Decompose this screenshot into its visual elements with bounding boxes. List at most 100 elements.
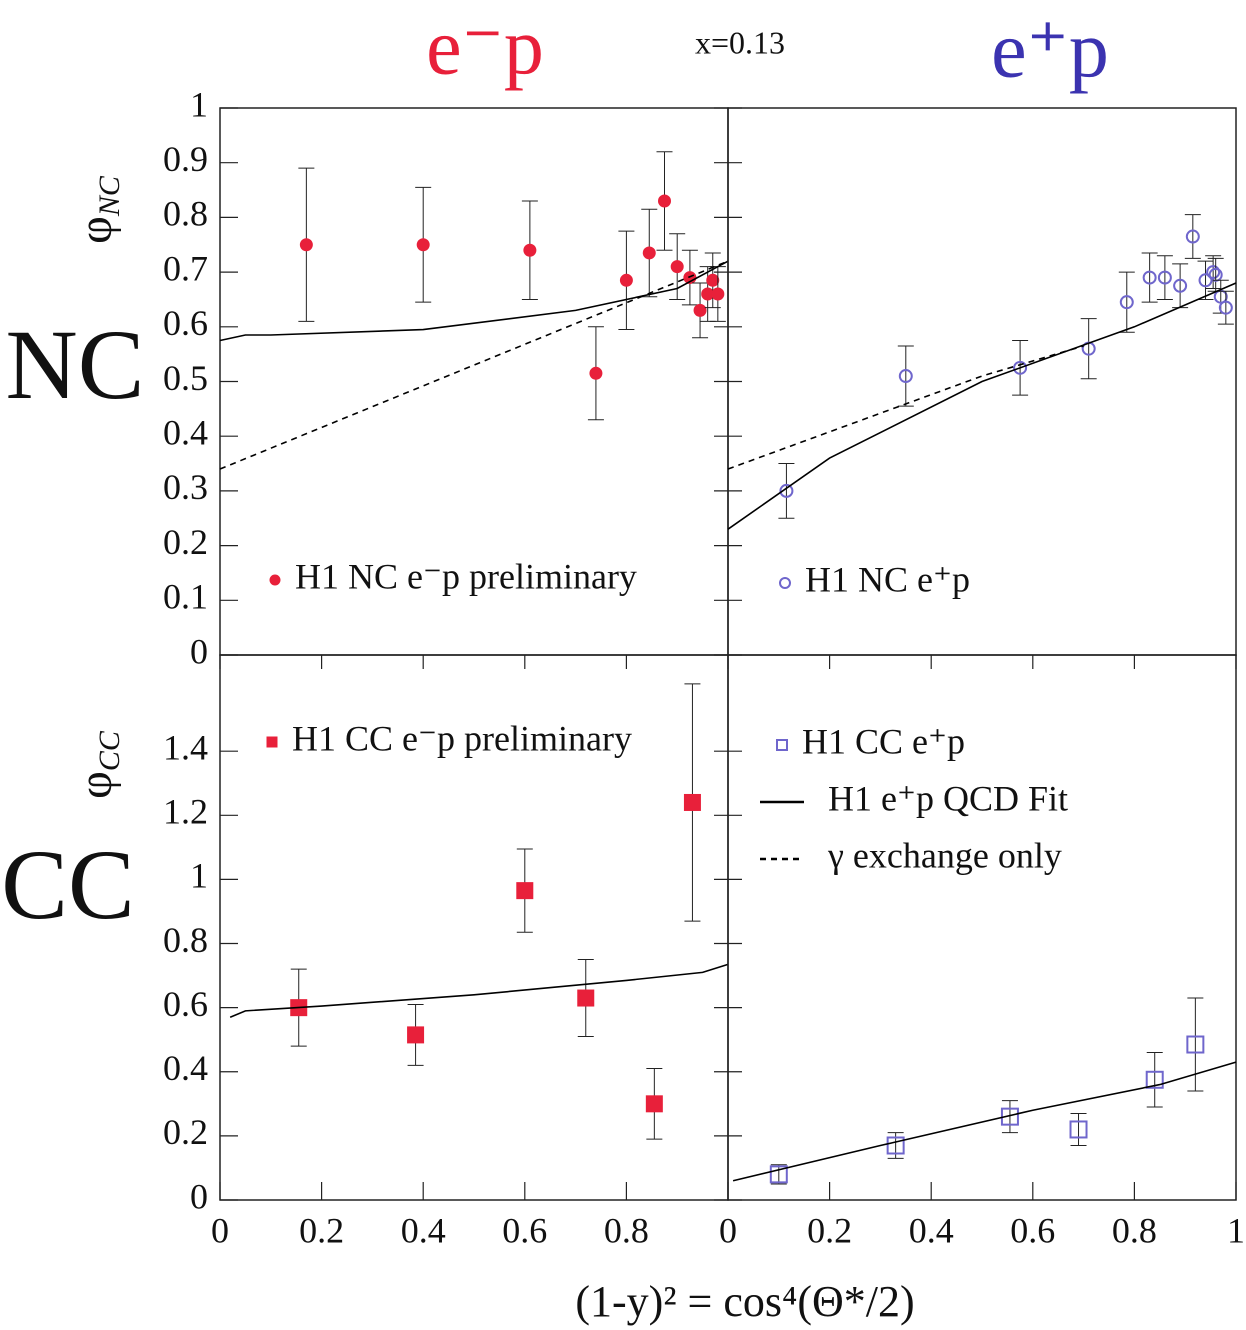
data-point [1119,295,1134,310]
x-tick-label: 0.8 [1112,1210,1157,1250]
legend-marker [779,577,791,589]
curve [727,345,1084,470]
data-point [1069,1120,1088,1139]
data-point [1208,267,1223,282]
y-tick-label: 0.3 [163,467,208,507]
y-tick-label: 0.6 [163,984,208,1024]
y-tick-label: 0.2 [163,522,208,562]
data-point [642,246,656,260]
data-point [407,1026,425,1044]
legend-label: H1 CC e⁻p preliminary [292,718,632,758]
y-axis-label: φCC [69,730,126,799]
error-bar [1197,260,1214,300]
y-tick-label: 0.7 [163,248,208,288]
data-point [619,273,633,287]
legend-label: H1 e⁺p QCD Fit [828,778,1068,818]
data-point [416,238,430,252]
curve [727,282,1237,530]
y-axis-label: φNC [69,175,126,244]
y-tick-label: 1 [190,84,208,124]
y-tick-label: 0.9 [163,139,208,179]
legend-marker [269,574,281,586]
data-point [523,243,537,257]
data-point [1213,289,1228,304]
data-point [1186,1035,1205,1054]
y-label-symbol: φ [69,216,122,244]
data-point [299,238,313,252]
x-tick-label: 0.8 [604,1210,649,1250]
column-title: e⁻p [426,3,544,91]
y-tick-label: 0.8 [163,194,208,234]
y-tick-label: 1.4 [163,727,208,767]
data-point [711,287,725,301]
y-label-symbol: φ [69,771,122,799]
data-point [645,1095,663,1113]
data-point [779,483,794,498]
y-tick-label: 1 [190,856,208,896]
y-label-subscript: NC [93,175,126,217]
legend-marker [776,739,788,751]
data-point [1157,270,1172,285]
data-point [898,369,913,384]
data-point [706,273,720,287]
data-point [1206,265,1221,280]
y-tick-label: 0.1 [163,577,208,617]
legend-label: H1 NC e⁻p preliminary [295,556,637,596]
error-bar [1187,997,1204,1092]
data-point [1145,1070,1164,1089]
curve [219,260,729,470]
data-point [1185,229,1200,244]
data-point [683,793,701,811]
y-tick-label: 0 [190,631,208,671]
error-bar [1205,255,1222,290]
y-tick-label: 0 [190,1176,208,1216]
data-point [769,1165,788,1184]
data-point [516,882,534,900]
data-point [1218,300,1233,315]
y-tick-label: 1.2 [163,792,208,832]
row-label: NC [6,309,145,420]
x-tick-label: 0.6 [1010,1210,1055,1250]
y-tick-label: 0.4 [163,1048,208,1088]
y-label-subscript: CC [93,730,126,771]
x-tick-label: 0 [211,1210,229,1250]
data-point [693,303,707,317]
data-point [670,260,684,274]
error-bar [1141,252,1158,303]
data-point [1173,278,1188,293]
y-tick-label: 0.5 [163,358,208,398]
x-tick-label: 1 [1227,1210,1245,1250]
data-point [577,989,595,1007]
row-label: CC [1,829,134,940]
data-point [1013,360,1028,375]
data-point [1142,270,1157,285]
error-bar [897,345,914,407]
error-bar [1080,318,1097,380]
error-bar [1070,1112,1087,1146]
error-bar [1001,1100,1018,1134]
error-bar [1156,255,1173,300]
error-bar [1184,214,1201,259]
legend-label: γ exchange only [827,835,1062,875]
column-title: e⁺p [991,6,1109,94]
error-bar [1217,290,1234,325]
panel-frame [727,654,1237,1201]
error-bar [778,463,795,519]
error-bar [1146,1052,1163,1108]
y-tick-label: 0.4 [163,412,208,452]
data-point [886,1136,905,1155]
x-tick-label: 0.2 [807,1210,852,1250]
curve [219,260,729,342]
y-tick-label: 0.8 [163,920,208,960]
y-tick-label: 0.2 [163,1112,208,1152]
x-tick-label: 0.4 [909,1210,954,1250]
y-tick-label: 0.6 [163,303,208,343]
x-tick-label: 0.4 [401,1210,446,1250]
note: x=0.13 [695,24,785,60]
x-tick-label: 0 [719,1210,737,1250]
data-point [589,366,603,380]
legend-marker [266,736,278,748]
error-bar [770,1164,787,1185]
legend-label: H1 NC e⁺p [805,559,970,599]
